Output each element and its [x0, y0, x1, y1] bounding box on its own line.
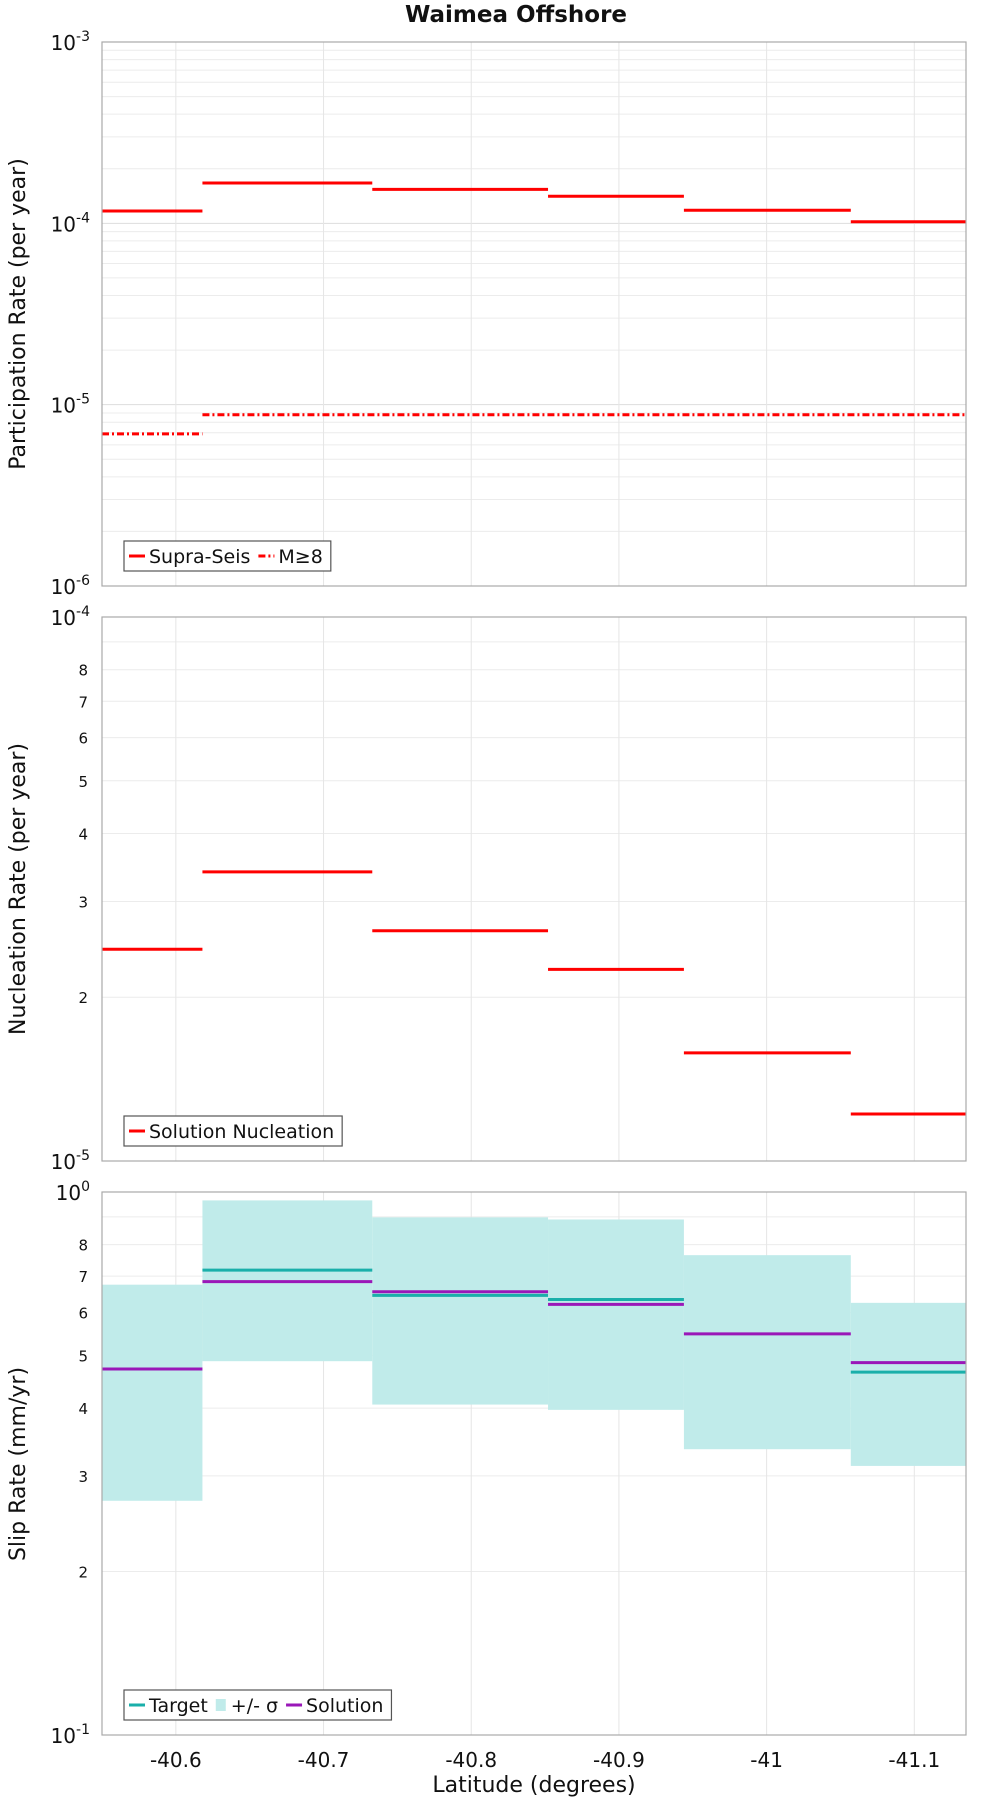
- sigma-band-segment: [850, 1302, 966, 1466]
- legend-label: Solution Nucleation: [149, 1121, 334, 1143]
- y-tick-label: 10-4: [51, 210, 91, 236]
- plot-frame: [101, 1191, 967, 1736]
- chart-title: Waimea Offshore: [405, 2, 627, 28]
- y-minor-tick-label: 2: [78, 989, 88, 1007]
- y-minor-tick-label: 8: [78, 1237, 88, 1255]
- y-axis-label: Participation Rate (per year): [6, 158, 31, 470]
- x-tick-label: -40.7: [298, 1748, 350, 1772]
- sigma-band-segment: [683, 1255, 851, 1450]
- series-supra-seis: [102, 181, 966, 224]
- y-tick-label: 100: [56, 1179, 90, 1205]
- panel-1: 10-6 10-5 10-4 10-3 Participation Rate (per …: [6, 29, 967, 599]
- y-axis-label: Nucleation Rate (per year): [6, 743, 31, 1035]
- y-minor-tick-label: 2: [78, 1564, 88, 1582]
- y-tick-label: 10-5: [51, 392, 90, 418]
- plot-area: [102, 617, 966, 1161]
- legend-label: Solution: [306, 1695, 383, 1717]
- y-minor-tick-label: 5: [78, 773, 88, 791]
- series-solution: [102, 1280, 966, 1371]
- legend: Solution Nucleation: [123, 1115, 343, 1147]
- plot-area: [102, 42, 966, 586]
- y-tick-label: 10-3: [51, 29, 90, 55]
- series-m-8: [102, 413, 966, 436]
- y-minor-tick-label: 8: [78, 662, 88, 680]
- y-minor-tick-label: 6: [78, 1304, 88, 1322]
- panel-2: 10-5 10-4 2 3 4 5 6 7 8 Nucleation Rate (per year…: [6, 604, 967, 1174]
- y-tick-label: 10-1: [51, 1722, 90, 1748]
- y-minor-tick-label: 3: [78, 1468, 88, 1486]
- legend-box: [123, 1689, 393, 1721]
- y-axis-label: Slip Rate (mm/yr): [6, 1367, 31, 1561]
- x-tick-label: -41.1: [888, 1748, 940, 1772]
- y-minor-tick-label: 4: [78, 1400, 88, 1418]
- plot-frame: [101, 616, 967, 1162]
- legend-box: [123, 540, 332, 572]
- sigma-band-segment: [102, 1284, 203, 1501]
- y-tick-label: 10-6: [51, 573, 91, 599]
- series-solution-nucleation: [102, 870, 966, 1116]
- y-minor-tick-label: 5: [78, 1347, 88, 1365]
- series-target: [202, 1268, 966, 1374]
- x-tick-label: -41: [750, 1748, 783, 1772]
- x-axis-label: Latitude (degrees): [432, 1773, 635, 1798]
- panel-3: 10-1 100 2 3 4 5 6 7 8 Slip Rate (mm/yr) -40.6 -40.…: [6, 1179, 967, 1798]
- legend-label: Supra-Seis: [149, 546, 250, 568]
- sigma-band-segment: [548, 1219, 684, 1410]
- legend-label: Target: [148, 1695, 208, 1717]
- y-minor-tick-label: 7: [78, 1268, 88, 1286]
- y-minor-tick-label: 7: [78, 693, 88, 711]
- x-tick-label: -40.9: [593, 1748, 645, 1772]
- legend: Supra-Seis M≥8: [123, 540, 332, 572]
- y-tick-label: 10-4: [51, 604, 91, 630]
- y-minor-tick-label: 6: [78, 730, 88, 748]
- legend-box: [123, 1115, 343, 1147]
- legend-label: +/- σ: [231, 1695, 278, 1717]
- legend: Target +/- σ Solution: [123, 1689, 393, 1721]
- y-minor-tick-label: 3: [78, 893, 88, 911]
- chart-panels: 10-6 10-5 10-4 10-3 Participation Rate (per …: [6, 29, 967, 1798]
- x-tick-label: -40.8: [445, 1748, 497, 1772]
- legend-label: M≥8: [278, 546, 322, 568]
- x-tick-label: -40.6: [150, 1748, 202, 1772]
- sigma-band-segment: [372, 1217, 549, 1405]
- y-minor-tick-label: 4: [78, 825, 88, 843]
- y-tick-label: 10-5: [51, 1148, 90, 1174]
- legend-swatch: [215, 1699, 226, 1711]
- plot-frame: [101, 41, 967, 587]
